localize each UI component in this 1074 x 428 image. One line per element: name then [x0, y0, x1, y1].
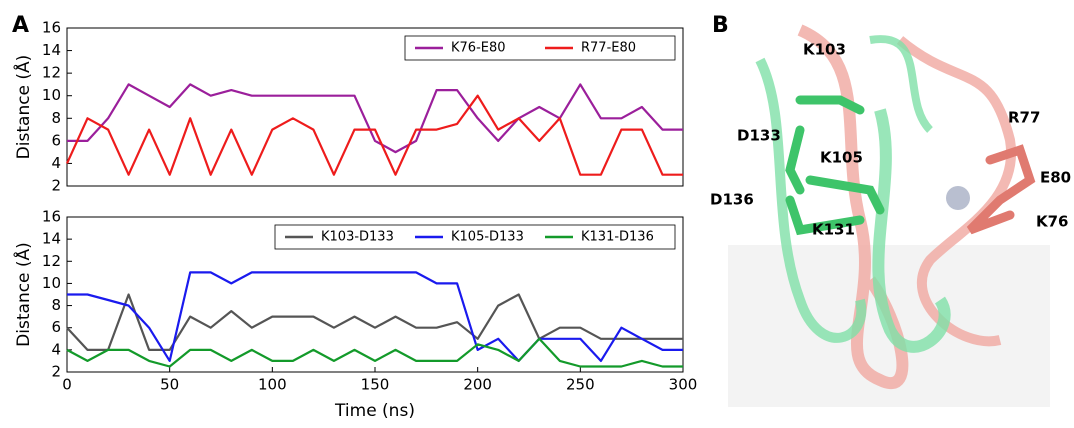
legend-box [274, 224, 676, 250]
molecule-illustration [728, 24, 1050, 407]
residue-label: R77 [1008, 109, 1040, 127]
y-tick-label: 14 [42, 41, 61, 59]
legend-label: K131-D136 [581, 230, 654, 245]
x-tick-label: 0 [62, 376, 72, 394]
y-tick-label: 16 [42, 19, 61, 37]
residue-label: K103 [803, 41, 846, 59]
series-line [65, 94, 683, 176]
y-axis-label: Distance (Å) [12, 242, 34, 347]
panel-label: A [12, 13, 29, 38]
x-tick-label: 100 [258, 376, 287, 394]
panel-label: B [712, 13, 729, 38]
legend-label: R77-E80 [581, 41, 636, 56]
y-tick-label: 4 [51, 154, 61, 172]
plot-frame [66, 27, 684, 187]
legend-label: K105-D133 [451, 230, 524, 245]
x-tick-label: 50 [160, 376, 179, 394]
y-tick-label: 2 [51, 177, 61, 195]
residue-label: D136 [710, 191, 754, 209]
y-tick-label: 4 [51, 340, 61, 358]
y-tick-label: 10 [42, 274, 61, 292]
x-tick-label: 150 [361, 376, 390, 394]
series-line [67, 83, 683, 154]
y-tick-label: 12 [42, 252, 61, 270]
residue-label: D133 [737, 127, 781, 145]
x-tick-label: 200 [463, 376, 492, 394]
y-tick-label: 8 [51, 296, 61, 314]
y-tick-label: 6 [51, 131, 61, 149]
residue-label: K105 [820, 149, 863, 167]
series-line [67, 271, 683, 362]
x-tick-label: 250 [566, 376, 595, 394]
y-tick-label: 16 [42, 208, 61, 226]
legend-label: K76-E80 [451, 41, 506, 56]
legend-box [404, 35, 676, 61]
series-line [66, 337, 683, 368]
y-tick-label: 10 [42, 86, 61, 104]
series-line [66, 293, 683, 351]
y-axis-label: Distance (Å) [12, 55, 34, 160]
x-tick-label: 300 [669, 376, 698, 394]
y-tick-label: 6 [51, 318, 61, 336]
y-tick-label: 2 [51, 363, 61, 381]
residue-label: E80 [1040, 169, 1071, 187]
x-axis-label: Time (ns) [334, 401, 415, 421]
y-tick-label: 14 [42, 230, 61, 248]
residue-label: K131 [812, 221, 855, 239]
residue-label: K76 [1036, 213, 1069, 231]
y-tick-label: 8 [51, 109, 61, 127]
legend-label: K103-D133 [321, 230, 394, 245]
y-tick-label: 12 [42, 64, 61, 82]
